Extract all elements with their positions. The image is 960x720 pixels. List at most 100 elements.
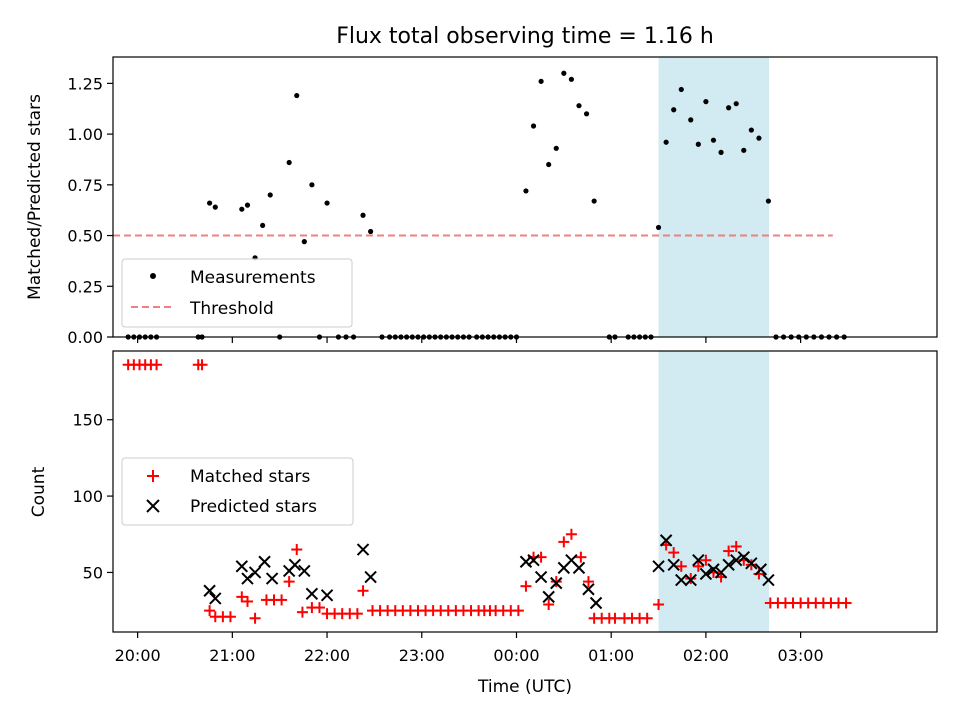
counts-predicted-stars-point-22: [582, 583, 595, 596]
x-axis-label: Time (UTC): [477, 677, 572, 697]
ratio-measurements-point-9: [212, 204, 218, 210]
x-tick-label-5: 01:00: [588, 646, 634, 665]
ratio-measurements-point-57: [568, 76, 575, 82]
ratio-measurements-point-17: [294, 92, 300, 99]
counts-matched-stars-point-50: [520, 580, 532, 592]
legend-predicted-label: Predicted stars: [190, 497, 317, 517]
counts-matched-stars-point-76: [723, 545, 735, 557]
counts-matched-stars-point-57: [575, 551, 587, 563]
counts-panel-shade: [658, 351, 769, 632]
legend-matched-marker: [147, 470, 159, 482]
legend-threshold-label: Threshold: [189, 299, 274, 319]
ratio-measurements-point-68: [655, 224, 662, 231]
ratio-measurements-point-10: [239, 206, 245, 212]
ratio-y-tick-label-2: 0.50: [67, 227, 103, 246]
ratio-measurements-point-82: [765, 198, 772, 204]
counts-predicted-stars-point-33: [722, 558, 735, 572]
ratio-y-tick-label-0: 0.00: [67, 328, 103, 347]
counts-panel: 50 100 150 20:00 21:00 22:00 23:00 00:00 01:00 0…: [29, 350, 938, 665]
counts-matched-stars-point-71: [685, 573, 697, 585]
ratio-measurements-point-80: [748, 127, 754, 133]
ratio-panel-y-label: Matched/Predicted stars: [25, 94, 45, 300]
counts-predicted-stars-point-12: [356, 543, 370, 556]
counts-matched-stars-point-69: [668, 547, 680, 559]
counts-matched-stars-point-13: [241, 595, 253, 607]
counts-matched-stars-point-58: [582, 576, 594, 588]
counts-predicted-stars-point-29: [692, 554, 705, 567]
ratio-measurements-point-73: [695, 141, 701, 147]
counts-predicted-stars-point-17: [542, 590, 555, 604]
ratio-panel-y-ticks: 0.00 0.25 0.50 0.75 1.00 1.25: [67, 74, 113, 347]
ratio-y-tick-label-1: 0.25: [67, 277, 103, 296]
counts-predicted-stars-point-16: [534, 570, 548, 584]
counts-predicted-stars-point-27: [675, 573, 688, 587]
ratio-measurements-point-16: [286, 159, 292, 166]
ratio-measurements-point-60: [591, 198, 597, 204]
counts-predicted-stars-point-3: [241, 572, 254, 585]
counts-predicted-stars-point-11: [320, 589, 334, 602]
counts-panel-y-label: Count: [29, 466, 49, 517]
counts-matched-stars-point-22: [313, 602, 325, 614]
ratio-measurements-point-71: [678, 86, 684, 93]
ratio-measurements-point-54: [546, 161, 552, 168]
counts-y-tick-label-0: 50: [83, 563, 103, 582]
ratio-measurements-point-51: [523, 188, 529, 194]
x-tick-label-3: 23:00: [399, 646, 445, 665]
x-tick-label-4: 00:00: [493, 646, 539, 665]
counts-matched-stars-point-72: [692, 560, 704, 572]
x-tick-label-1: 21:00: [209, 646, 255, 665]
ratio-measurements-point-19: [309, 182, 315, 188]
counts-predicted-stars-point-9: [298, 564, 311, 578]
legend-measurements-label: Measurements: [190, 268, 316, 288]
ratio-measurements-point-78: [733, 101, 739, 107]
counts-predicted-stars-point-26: [667, 558, 680, 572]
counts-matched-stars-point-18: [283, 576, 295, 588]
ratio-measurements-point-18: [301, 239, 307, 245]
counts-matched-stars-point-12: [236, 591, 248, 603]
counts-predicted-stars-point-30: [699, 567, 713, 581]
ratio-measurements-point-13: [260, 222, 266, 229]
counts-matched-stars-point-55: [558, 536, 570, 548]
counts-matched-stars-point-66: [641, 612, 653, 624]
counts-matched-stars-point-19: [291, 544, 303, 556]
counts-predicted-stars-point-1: [209, 592, 222, 605]
counts-matched-stars-point-70: [675, 560, 687, 572]
ratio-measurements-point-79: [741, 147, 747, 153]
ratio-y-tick-label-4: 1.00: [67, 125, 103, 144]
x-tick-label-7: 03:00: [778, 646, 824, 665]
counts-predicted-stars-point-36: [745, 557, 758, 570]
counts-matched-stars-point-49: [512, 605, 524, 617]
ratio-measurements-point-81: [756, 135, 762, 141]
counts-y-tick-label-1: 100: [72, 487, 103, 506]
counts-predicted-stars-point-10: [305, 587, 319, 601]
counts-y-tick-label-2: 150: [72, 411, 103, 430]
counts-matched-stars-point-67: [653, 599, 665, 611]
counts-predicted-stars-point-18: [550, 576, 563, 590]
counts-predicted-stars-point-34: [730, 554, 743, 567]
ratio-measurements-point-59: [583, 111, 590, 117]
chart-title: Flux total observing time = 1.16 h: [336, 24, 714, 49]
counts-matched-stars-point-56: [565, 528, 577, 540]
counts-matched-stars-point-77: [730, 540, 742, 552]
legend-predicted-marker: [146, 499, 160, 513]
counts-matched-stars-point-14: [249, 612, 261, 624]
ratio-measurements-point-52: [530, 123, 537, 129]
x-tick-label-2: 22:00: [304, 646, 350, 665]
counts-matched-stars-point-91: [840, 597, 852, 609]
counts-predicted-stars-point-6: [265, 572, 279, 585]
x-tick-label-0: 20:00: [115, 646, 161, 665]
counts-legend-frame: [121, 457, 354, 526]
counts-matched-stars-point-62: [609, 612, 621, 624]
ratio-measurements-point-55: [553, 145, 559, 151]
ratio-measurements-point-75: [710, 137, 717, 143]
ratio-measurements-point-8: [207, 200, 213, 206]
counts-panel-frame: [112, 350, 938, 633]
counts-predicted-stars-point-5: [258, 555, 271, 568]
counts-predicted-stars-point-13: [364, 570, 377, 584]
ratio-measurements-point-21: [324, 200, 330, 206]
counts-predicted-stars-point-8: [288, 558, 302, 572]
ratio-y-tick-label-5: 1.25: [67, 74, 103, 93]
ratio-measurements-point-53: [538, 78, 544, 84]
